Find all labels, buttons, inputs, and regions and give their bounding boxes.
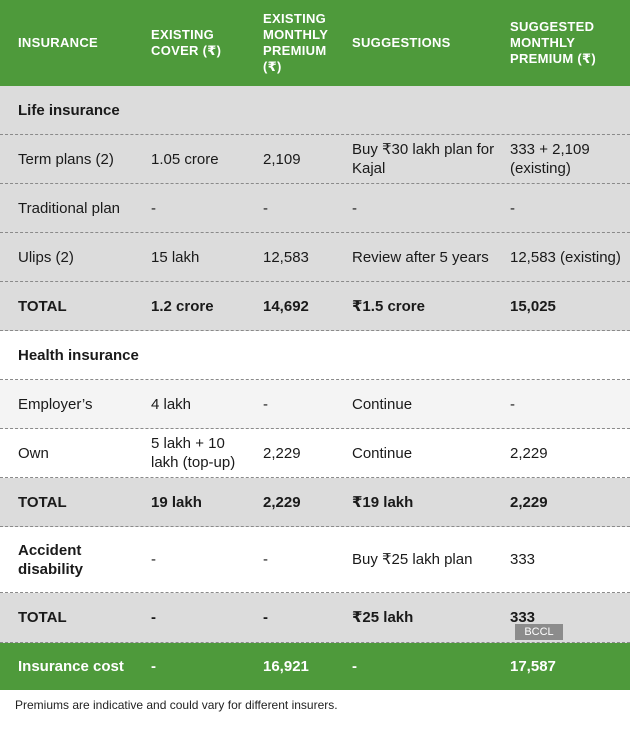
table-cell: 333 (510, 551, 536, 568)
table-cell: - (263, 395, 268, 413)
table-cell: - (151, 658, 156, 675)
table-cell: EXISTING COVER (₹) (151, 27, 222, 58)
table-cell: Own (18, 444, 49, 462)
table-cell: Review after 5 years (352, 248, 489, 266)
table-cell: - (263, 551, 268, 568)
table-row: INSURANCE EXISTING COVER (₹) EXISTING MONT… (0, 0, 630, 86)
table-cell: 12,583 (263, 248, 309, 266)
table-cell: - (151, 609, 156, 626)
table-cell: Continue (352, 395, 413, 413)
table-row: Traditional plan - - - - (0, 184, 630, 233)
table-cell: 2,229 (263, 493, 301, 511)
table-cell: SUGGESTED MONTHLY PREMIUM (₹) (510, 19, 597, 66)
table-cell: 2,229 (263, 444, 301, 462)
table-cell: Health insurance (18, 346, 139, 364)
table-cell: Employer’s (18, 395, 93, 413)
table-cell: 19 lakh (151, 493, 202, 511)
table-cell: TOTAL (18, 297, 67, 315)
watermark: BCCL (515, 624, 563, 640)
table-cell: Buy ₹25 lakh plan (352, 551, 473, 568)
table-row: Insurance cost - 16,921 - 17,587 (0, 643, 630, 690)
table-cell: Life insurance (18, 101, 120, 119)
table-cell: ₹25 lakh (352, 609, 414, 626)
table-row: Term plans (2) 1.05 crore 2,109 Buy ₹30 lak… (0, 135, 630, 184)
table-cell: - (263, 199, 268, 217)
table-cell: 17,587 (510, 658, 556, 675)
table-cell: 12,583 (existing) (510, 248, 621, 266)
table-row: Employer’s 4 lakh - Continue - (0, 380, 630, 429)
table-cell: 2,229 (510, 493, 548, 511)
table-cell: - (352, 199, 357, 217)
table-cell: INSURANCE (18, 35, 98, 50)
table-row: Health insurance (0, 331, 630, 380)
table-cell: 2,109 (263, 150, 301, 168)
insurance-table: INSURANCE EXISTING COVER (₹) EXISTING MONT… (0, 0, 630, 690)
table-cell: TOTAL (18, 493, 67, 511)
table-cell: Accident disability (18, 541, 84, 578)
table-row: Ulips (2) 15 lakh 12,583 Review after 5 yea… (0, 233, 630, 282)
table-cell: 15,025 (510, 297, 556, 315)
table-cell: 2,229 (510, 444, 548, 462)
table-cell: 15 lakh (151, 248, 200, 266)
table-cell: 1.05 crore (151, 150, 219, 168)
table-cell: ₹1.5 crore (352, 297, 425, 315)
table-row: Accident disability - - Buy ₹25 lakh plan 33… (0, 527, 630, 593)
table-cell: 5 lakh + 10 lakh (top-up) (151, 435, 236, 471)
table-cell: ₹19 lakh (352, 493, 414, 511)
table-cell: 1.2 crore (151, 297, 214, 315)
table-cell: 333 + 2,109 (existing) (510, 141, 590, 177)
table-cell: TOTAL (18, 609, 67, 626)
table-cell: - (510, 395, 515, 413)
table-row: Life insurance (0, 86, 630, 135)
table-row: TOTAL 1.2 crore 14,692 ₹1.5 crore 15,025 (0, 282, 630, 331)
table-cell: 16,921 (263, 658, 309, 675)
table-cell: - (151, 199, 156, 217)
footnote: Premiums are indicative and could vary f… (15, 698, 338, 712)
table-row: Own 5 lakh + 10 lakh (top-up) 2,229 Continu… (0, 429, 630, 478)
table-cell: Ulips (2) (18, 248, 74, 266)
table-cell: 333 (510, 609, 536, 626)
table-cell: - (151, 551, 156, 568)
table-cell: 14,692 (263, 297, 309, 315)
table-row: TOTAL - - ₹25 lakh 333 (0, 593, 630, 643)
table-cell: 4 lakh (151, 395, 192, 413)
table-cell: EXISTING MONTHLY PREMIUM (₹) (263, 11, 328, 74)
table-row: TOTAL 19 lakh 2,229 ₹19 lakh 2,229 (0, 478, 630, 527)
table-cell: Continue (352, 444, 413, 462)
table-cell: Buy ₹30 lakh plan for Kajal (352, 141, 495, 177)
table-cell: - (510, 199, 515, 217)
table-cell: SUGGESTIONS (352, 35, 451, 50)
table-cell: Traditional plan (18, 199, 121, 217)
table-cell: - (263, 609, 268, 626)
table-cell: Term plans (2) (18, 150, 114, 168)
table-cell: - (352, 658, 357, 675)
table-cell: Insurance cost (18, 658, 124, 675)
